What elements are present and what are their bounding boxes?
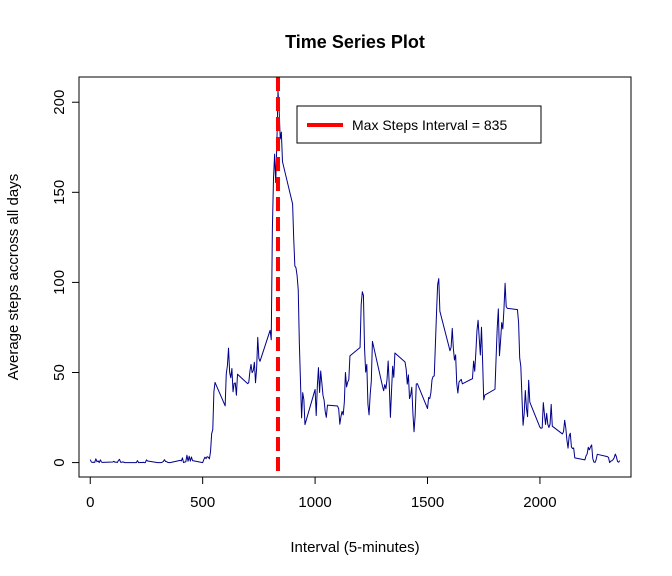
y-axis: 0 50 100 150 200 [51,90,80,467]
y-tick-label: 50 [51,364,68,381]
x-axis-label: Interval (5-minutes) [290,539,419,556]
y-tick-label: 0 [51,458,68,466]
chart-title: Time Series Plot [285,32,425,52]
y-tick-label: 100 [51,270,68,295]
y-tick-label: 200 [51,90,68,115]
legend: Max Steps Interval = 835 [296,105,542,144]
x-tick-label: 500 [190,494,215,511]
series-line-0 [89,90,621,464]
x-tick-label: 1000 [298,494,331,511]
x-tick-label: 1500 [411,494,444,511]
y-axis-label: Average steps accross all days [5,174,22,381]
x-tick-label: 2000 [523,494,556,511]
x-axis: 0 500 1000 1500 2000 [86,476,557,511]
plot-area [89,77,621,477]
legend-label: Max Steps Interval = 835 [352,117,507,133]
y-tick-label: 150 [51,180,68,205]
x-tick-label: 0 [86,494,94,511]
